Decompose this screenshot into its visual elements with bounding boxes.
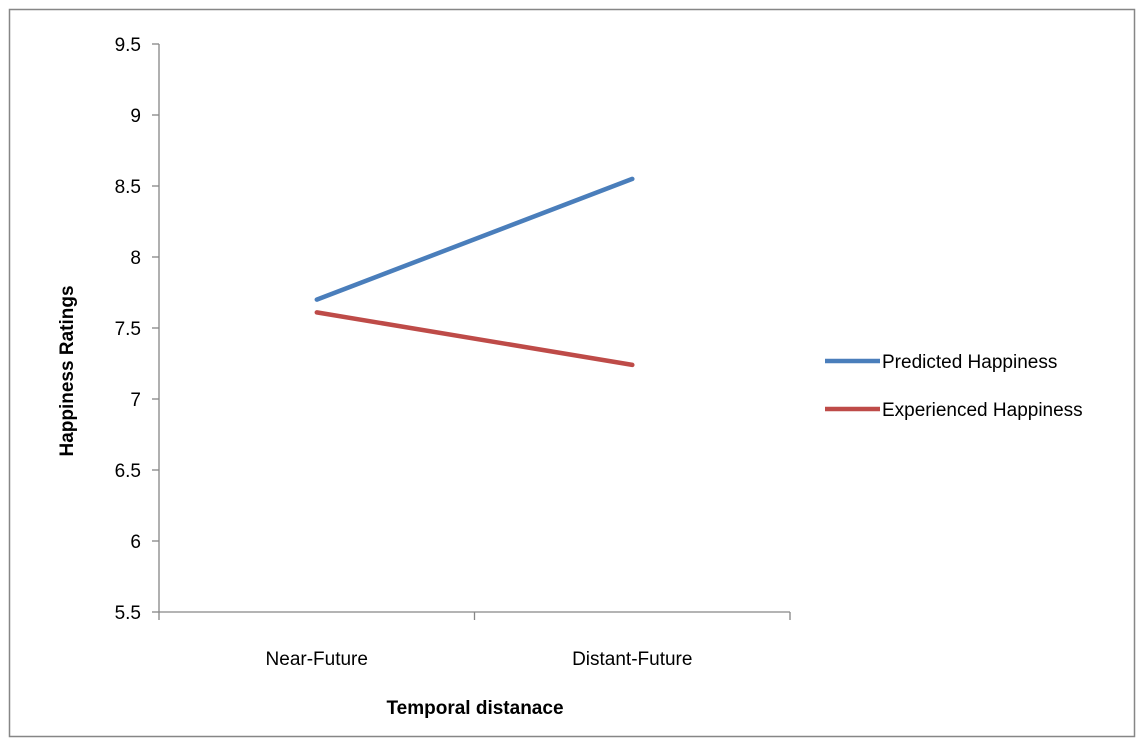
y-axis-title: Happiness Ratings bbox=[57, 285, 78, 456]
y-tick-label: 7 bbox=[130, 390, 141, 411]
x-axis-title: Temporal distanace bbox=[386, 698, 563, 719]
y-tick-label: 7.5 bbox=[115, 319, 141, 340]
series-layer bbox=[314, 176, 635, 368]
x-tick-label: Distant-Future bbox=[572, 649, 692, 670]
y-tick-label: 6 bbox=[130, 532, 141, 553]
y-axis: 5.5 6 6.5 7 7.5 8 8.5 9 9.5 bbox=[115, 35, 160, 624]
series-line-1 bbox=[314, 176, 635, 302]
y-tick-label: 8.5 bbox=[115, 177, 141, 198]
chart-border bbox=[8, 8, 1136, 738]
y-tick-label: 8 bbox=[130, 248, 141, 269]
legend-label: Predicted Happiness bbox=[882, 352, 1057, 373]
y-tick-label: 9.5 bbox=[115, 35, 141, 56]
legend-label: Experienced Happiness bbox=[882, 400, 1083, 421]
y-tick-label: 5.5 bbox=[115, 603, 141, 624]
y-tick-label: 9 bbox=[130, 106, 141, 127]
series-line-2 bbox=[314, 310, 635, 368]
legend: Predicted Happiness Experienced Happiness bbox=[825, 352, 1083, 421]
x-axis: Near-Future Distant-Future bbox=[158, 611, 791, 670]
x-tick-label: Near-Future bbox=[266, 649, 368, 670]
y-tick-label: 6.5 bbox=[115, 461, 141, 482]
